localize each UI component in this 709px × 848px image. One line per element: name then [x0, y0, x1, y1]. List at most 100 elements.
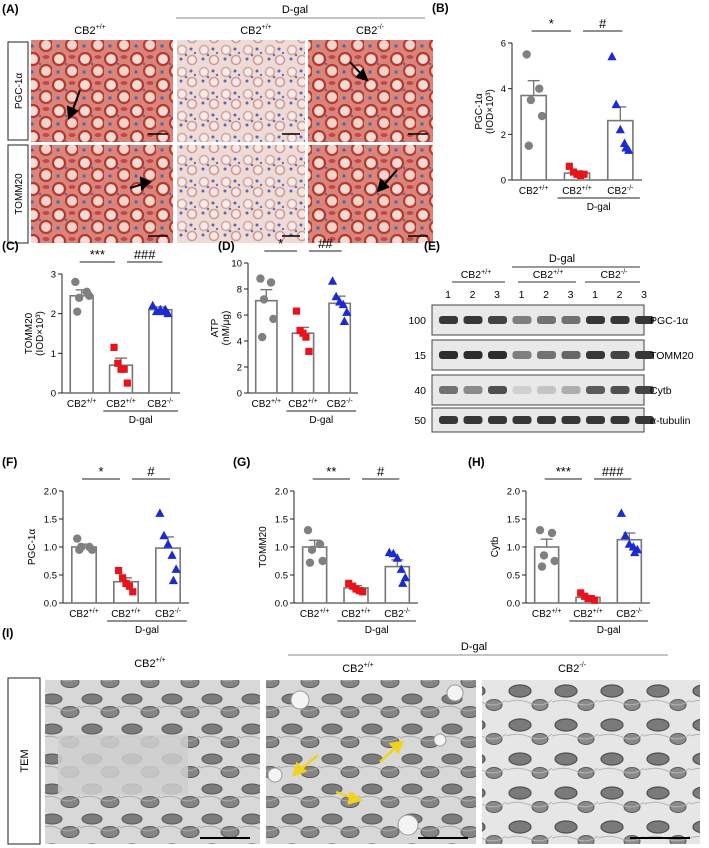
data-point: [331, 291, 341, 301]
blot-band: [586, 416, 605, 424]
blot-band: [561, 351, 581, 359]
x-tick-label: CB2-/-: [616, 608, 643, 620]
data-point: [119, 574, 127, 582]
panel-a-image-ko-pgc: [308, 40, 433, 142]
y-tick-label: 0.5: [507, 571, 520, 582]
data-point: [155, 508, 165, 517]
x-tick-label: CB2+/+: [562, 185, 592, 197]
significance-mark: *: [98, 464, 103, 479]
data-point: [167, 550, 177, 559]
data-point: [299, 329, 307, 337]
panel-e-label: (E): [424, 239, 440, 253]
data-point: [630, 547, 640, 557]
molecular-weight-label: 40: [414, 385, 426, 397]
y-tick-label: 0.0: [275, 599, 288, 610]
panel-a-image-wt-tomm: [31, 145, 173, 243]
y-axis-label: TOMM20: [258, 526, 269, 568]
significance-mark: ###: [602, 464, 624, 479]
panel-a-image-ko-tomm: [308, 145, 433, 243]
x-tick-label: CB2+/+: [519, 185, 549, 197]
y-tick-label: 0.5: [44, 571, 57, 582]
data-point: [591, 596, 599, 604]
data-point: [87, 545, 97, 554]
panel-e-genotype-2: CB2+/+: [533, 269, 564, 281]
data-point: [114, 359, 122, 367]
y-tick-label: 1.5: [275, 515, 288, 526]
chart-label: (G): [233, 455, 250, 469]
blot-band: [561, 416, 581, 424]
blot-band: [586, 386, 605, 394]
chart-h: (H) 0.0 0.5 1.0 1.5 2.0 Cytb *** ### CB2+/+ CB2+/+…: [468, 455, 650, 636]
data-point: [71, 277, 80, 287]
western-blot: 1 2 3 1 2 3 1 2 3 100 PGC-1α 15 TOMM20 40 Cytb 50 α-tubu…: [408, 289, 694, 433]
data-point: [148, 300, 158, 310]
x-tick-label: CB2+/+: [106, 398, 136, 410]
y-tick-label: 0.5: [275, 571, 288, 582]
blot-band: [463, 386, 483, 394]
y-tick-label: 2.0: [507, 487, 520, 498]
blot-band: [561, 316, 581, 324]
data-point: [129, 588, 137, 596]
molecular-weight-label: 50: [414, 415, 426, 427]
blot-band: [488, 386, 507, 394]
y-tick-label: 3: [51, 270, 56, 281]
panel-i-arrows: [292, 740, 404, 805]
significance-mark: #: [147, 464, 155, 479]
significance-mark: **: [326, 464, 336, 479]
arrow-head-icon: [66, 105, 79, 121]
y-axis-label: ATP: [210, 318, 221, 337]
data-point: [266, 278, 276, 287]
x-tick-label: CB2-/-: [607, 185, 634, 197]
y-tick-label: 1.0: [275, 543, 288, 554]
lane-label: 2: [470, 289, 476, 301]
blot-band: [463, 416, 483, 424]
data-point: [342, 307, 352, 316]
data-point: [392, 553, 402, 562]
blot-band: [610, 416, 630, 424]
data-point: [338, 299, 348, 309]
x-tick-label: CB2+/+: [252, 398, 282, 410]
data-point: [114, 566, 123, 575]
lane-label: 2: [617, 289, 623, 301]
data-point: [396, 564, 406, 573]
data-point: [607, 51, 617, 61]
blot-target-label: Cytb: [650, 385, 672, 397]
panel-i-col2-header: CB2+/+: [342, 662, 374, 675]
x-tick-label: CB2-/-: [327, 398, 354, 410]
x-tick-label: CB2+/+: [300, 608, 330, 620]
bar: [148, 308, 173, 394]
y-tick-label: 8: [237, 285, 242, 296]
panel-i-col1-header: CB2+/+: [134, 657, 166, 670]
molecular-weight-label: 15: [414, 350, 426, 362]
data-point: [580, 170, 588, 178]
blot-band: [439, 316, 458, 324]
data-point: [621, 143, 631, 152]
y-axis-label: Cytb: [490, 536, 501, 557]
panel-i-row-label-box: [7, 677, 41, 845]
panel-a-row1-label-box: [7, 41, 29, 141]
data-point: [577, 589, 585, 597]
y-tick-label: 2: [501, 130, 506, 141]
data-point: [74, 293, 84, 302]
y-tick-label: 0: [501, 176, 506, 187]
chart-label: (H): [468, 455, 485, 469]
data-point: [292, 307, 301, 315]
y-tick-label: 1.5: [507, 515, 520, 526]
data-point: [171, 564, 181, 573]
y-tick-label: 2.0: [44, 487, 57, 498]
arrow-head-icon: [347, 790, 363, 805]
data-point: [547, 528, 557, 538]
chart-label: (F): [2, 455, 17, 469]
data-point: [524, 141, 533, 150]
x-tick-label: CB2+/+: [67, 398, 97, 410]
significance-mark: ##: [318, 236, 333, 251]
data-point: [327, 276, 338, 285]
group-label: D-gal: [597, 625, 621, 636]
panel-i-group-label: D-gal: [461, 641, 487, 653]
blot-band: [635, 416, 654, 424]
data-point: [269, 314, 278, 324]
arrow-head-icon: [139, 176, 152, 192]
chart-label: (B): [432, 1, 449, 15]
arrow-head-icon: [292, 761, 308, 777]
data-point: [550, 556, 559, 566]
